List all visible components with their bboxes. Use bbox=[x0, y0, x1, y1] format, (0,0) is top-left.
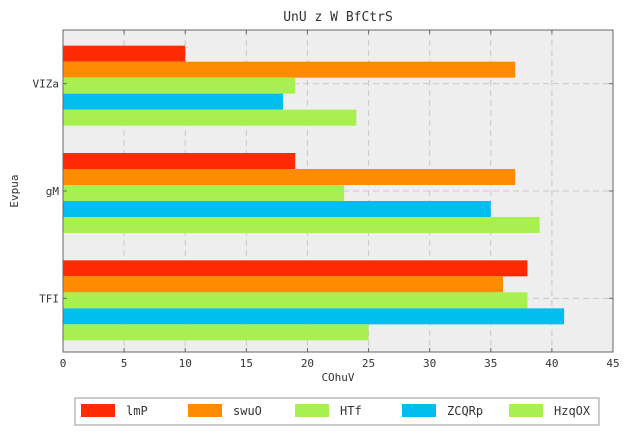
y-tick-label: VIZa bbox=[33, 78, 60, 91]
x-tick-label: 25 bbox=[362, 357, 375, 370]
bar-HTf-TFI bbox=[63, 292, 528, 309]
bar-HzqOX-TFI bbox=[63, 324, 369, 341]
y-tick-label: TFI bbox=[39, 292, 59, 305]
bar-swuO-VIZa bbox=[63, 61, 516, 78]
y-axis-label: Evpua bbox=[8, 174, 21, 207]
legend-swatch-swuO bbox=[188, 404, 222, 417]
bar-HzqOX-VIZa bbox=[63, 109, 357, 126]
bar-ZCQRp-gM bbox=[63, 201, 491, 217]
bars bbox=[63, 45, 565, 341]
x-tick-label: 40 bbox=[545, 357, 558, 370]
bar-ZCQRp-VIZa bbox=[63, 93, 283, 110]
legend: lmP swuO HTf ZCQRp HzqOX bbox=[74, 397, 600, 426]
bar-lmP-gM bbox=[63, 153, 296, 169]
x-tick-label: 30 bbox=[423, 357, 436, 370]
legend-label-ZCQRp: ZCQRp bbox=[447, 404, 483, 418]
x-tick-label: 45 bbox=[606, 357, 619, 370]
legend-swatch-HTf bbox=[295, 404, 329, 417]
bar-swuO-gM bbox=[63, 169, 516, 185]
y-tick-label: gM bbox=[46, 185, 60, 198]
bar-ZCQRp-TFI bbox=[63, 308, 565, 325]
x-axis-label: COhuV bbox=[321, 371, 354, 384]
x-axis-ticks: 0 5 10 15 20 25 30 35 40 45 bbox=[60, 30, 620, 370]
legend-swatch-ZCQRp bbox=[402, 404, 436, 417]
bar-swuO-TFI bbox=[63, 276, 503, 293]
bar-HTf-VIZa bbox=[63, 77, 296, 94]
x-tick-label: 0 bbox=[60, 357, 67, 370]
legend-label-swuO: swuO bbox=[233, 404, 262, 418]
legend-label-HzqOX: HzqOX bbox=[554, 404, 591, 418]
x-tick-label: 5 bbox=[121, 357, 128, 370]
bar-lmP-TFI bbox=[63, 260, 528, 277]
legend-swatch-HzqOX bbox=[509, 404, 543, 417]
x-tick-label: 20 bbox=[301, 357, 314, 370]
legend-swatch-lmP bbox=[81, 404, 115, 417]
bar-lmP-VIZa bbox=[63, 45, 186, 62]
y-axis-ticks: TFI gM VIZa bbox=[33, 78, 613, 305]
x-tick-label: 15 bbox=[240, 357, 253, 370]
bar-HTf-gM bbox=[63, 185, 345, 201]
bar-HzqOX-gM bbox=[63, 217, 540, 233]
legend-label-lmP: lmP bbox=[126, 404, 148, 418]
x-tick-label: 35 bbox=[484, 357, 497, 370]
chart-title: UnU z W BfCtrS bbox=[283, 10, 393, 25]
legend-label-HTf: HTf bbox=[340, 404, 362, 418]
x-tick-label: 10 bbox=[179, 357, 192, 370]
